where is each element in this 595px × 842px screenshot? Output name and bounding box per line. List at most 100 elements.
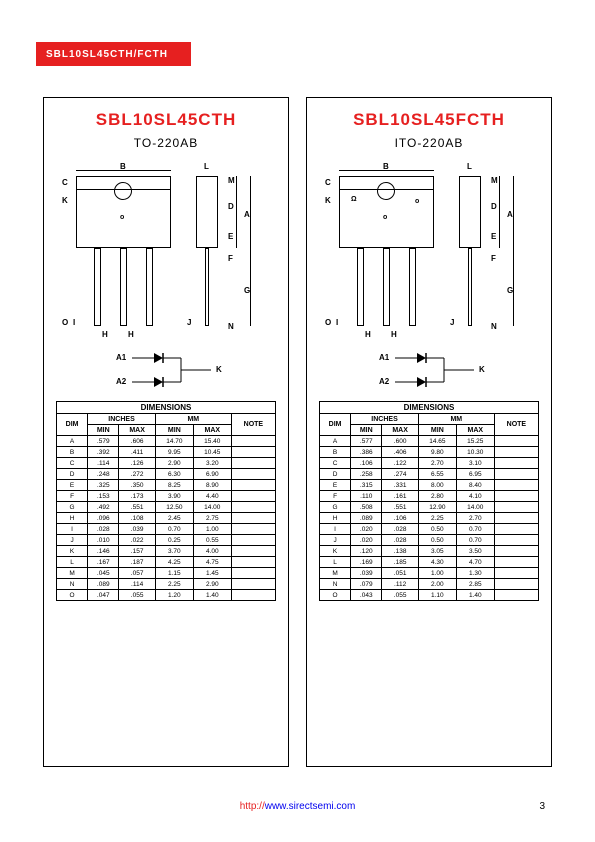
th-min1-r: MIN: [351, 425, 382, 436]
table-cell: 2.90: [155, 458, 193, 469]
table-cell: .114: [88, 458, 119, 469]
table-cell: .043: [351, 590, 382, 601]
th-min2: MIN: [155, 425, 193, 436]
table-cell: E: [57, 480, 88, 491]
dim-e: E: [228, 232, 233, 241]
table-cell: .028: [382, 524, 419, 535]
table-cell: 1.00: [193, 524, 231, 535]
dim-h1-r: H: [365, 330, 371, 339]
dim-k: K: [62, 196, 68, 205]
table-cell: [494, 568, 538, 579]
table-cell: 15.25: [456, 436, 494, 447]
th-min1: MIN: [88, 425, 119, 436]
table-row: H.096.1082.452.75: [57, 513, 276, 524]
table-cell: .114: [119, 579, 156, 590]
table-cell: 2.00: [418, 579, 456, 590]
table-cell: 0.55: [193, 535, 231, 546]
table-cell: .173: [119, 491, 156, 502]
table-cell: .106: [351, 458, 382, 469]
table-cell: L: [320, 557, 351, 568]
dim-d-r: D: [491, 202, 497, 211]
table-cell: .106: [382, 513, 419, 524]
table-cell: 2.25: [418, 513, 456, 524]
table-cell: O: [57, 590, 88, 601]
package-drawing-left: o B C K O I H H J L M D A E F G N: [56, 158, 276, 343]
table-cell: 8.90: [193, 480, 231, 491]
table-cell: 8.25: [155, 480, 193, 491]
table-cell: 6.55: [418, 469, 456, 480]
table-cell: C: [320, 458, 351, 469]
part-title-left: SBL10SL45CTH: [96, 110, 236, 130]
dimensions-table-right: DIMENSIONS DIM INCHES MM NOTE MIN MAX MI…: [319, 401, 539, 601]
table-cell: [494, 480, 538, 491]
table-cell: .551: [382, 502, 419, 513]
table-row: O.043.0551.101.40: [320, 590, 539, 601]
table-cell: 4.40: [193, 491, 231, 502]
table-cell: L: [57, 557, 88, 568]
table-cell: G: [320, 502, 351, 513]
table-cell: B: [57, 447, 88, 458]
table-cell: .022: [119, 535, 156, 546]
table-cell: [494, 524, 538, 535]
table-cell: I: [320, 524, 351, 535]
table-body-right: A.577.60014.6515.25B.386.4069.8010.30C.1…: [320, 436, 539, 601]
th-note-r: NOTE: [494, 414, 538, 436]
table-cell: 4.70: [456, 557, 494, 568]
table-row: B.386.4069.8010.30: [320, 447, 539, 458]
table-row: C.106.1222.703.10: [320, 458, 539, 469]
th-max2-r: MAX: [456, 425, 494, 436]
table-cell: J: [320, 535, 351, 546]
th-max1-r: MAX: [382, 425, 419, 436]
dim-l-r: L: [467, 162, 472, 171]
table-cell: .055: [382, 590, 419, 601]
dim-i: I: [73, 318, 75, 327]
schematic-left: A1 A2 K: [86, 351, 246, 395]
table-cell: .606: [119, 436, 156, 447]
table-cell: 2.80: [418, 491, 456, 502]
table-cell: B: [320, 447, 351, 458]
table-cell: 0.50: [418, 524, 456, 535]
table-row: N.089.1142.252.90: [57, 579, 276, 590]
table-cell: [494, 579, 538, 590]
url-prefix: http://: [240, 801, 265, 812]
table-cell: .120: [351, 546, 382, 557]
table-cell: .325: [88, 480, 119, 491]
dim-h2: H: [128, 330, 134, 339]
table-row: L.167.1874.254.75: [57, 557, 276, 568]
table-cell: .108: [119, 513, 156, 524]
header-banner: SBL10SL45CTH/FCTH: [36, 42, 191, 66]
table-cell: [494, 469, 538, 480]
table-cell: 3.50: [456, 546, 494, 557]
table-cell: 0.70: [456, 535, 494, 546]
table-row: E.315.3318.008.40: [320, 480, 539, 491]
table-cell: .272: [119, 469, 156, 480]
table-row: B.392.4119.9510.45: [57, 447, 276, 458]
table-cell: 14.65: [418, 436, 456, 447]
table-cell: .089: [351, 513, 382, 524]
table-cell: 0.50: [418, 535, 456, 546]
dim-m: M: [228, 176, 235, 185]
table-cell: .028: [382, 535, 419, 546]
table-cell: .169: [351, 557, 382, 568]
dim-f-r: F: [491, 254, 496, 263]
table-cell: 2.75: [193, 513, 231, 524]
table-cell: .258: [351, 469, 382, 480]
part-title-right: SBL10SL45FCTH: [353, 110, 505, 130]
footer-url[interactable]: http://www.sirectsemi.com: [0, 801, 595, 812]
table-row: A.579.60614.7015.40: [57, 436, 276, 447]
table-row: N.079.1122.002.85: [320, 579, 539, 590]
dim-o: O: [62, 318, 68, 327]
table-cell: M: [57, 568, 88, 579]
table-cell: 0.70: [155, 524, 193, 535]
table-row: K.120.1383.053.50: [320, 546, 539, 557]
table-cell: 1.40: [193, 590, 231, 601]
table-cell: 9.95: [155, 447, 193, 458]
table-cell: .045: [88, 568, 119, 579]
table-cell: .315: [351, 480, 382, 491]
table-row: C.114.1262.903.20: [57, 458, 276, 469]
dim-f: F: [228, 254, 233, 263]
table-cell: 8.00: [418, 480, 456, 491]
th-mm-r: MM: [418, 414, 494, 425]
table-cell: .167: [88, 557, 119, 568]
table-cell: [494, 513, 538, 524]
